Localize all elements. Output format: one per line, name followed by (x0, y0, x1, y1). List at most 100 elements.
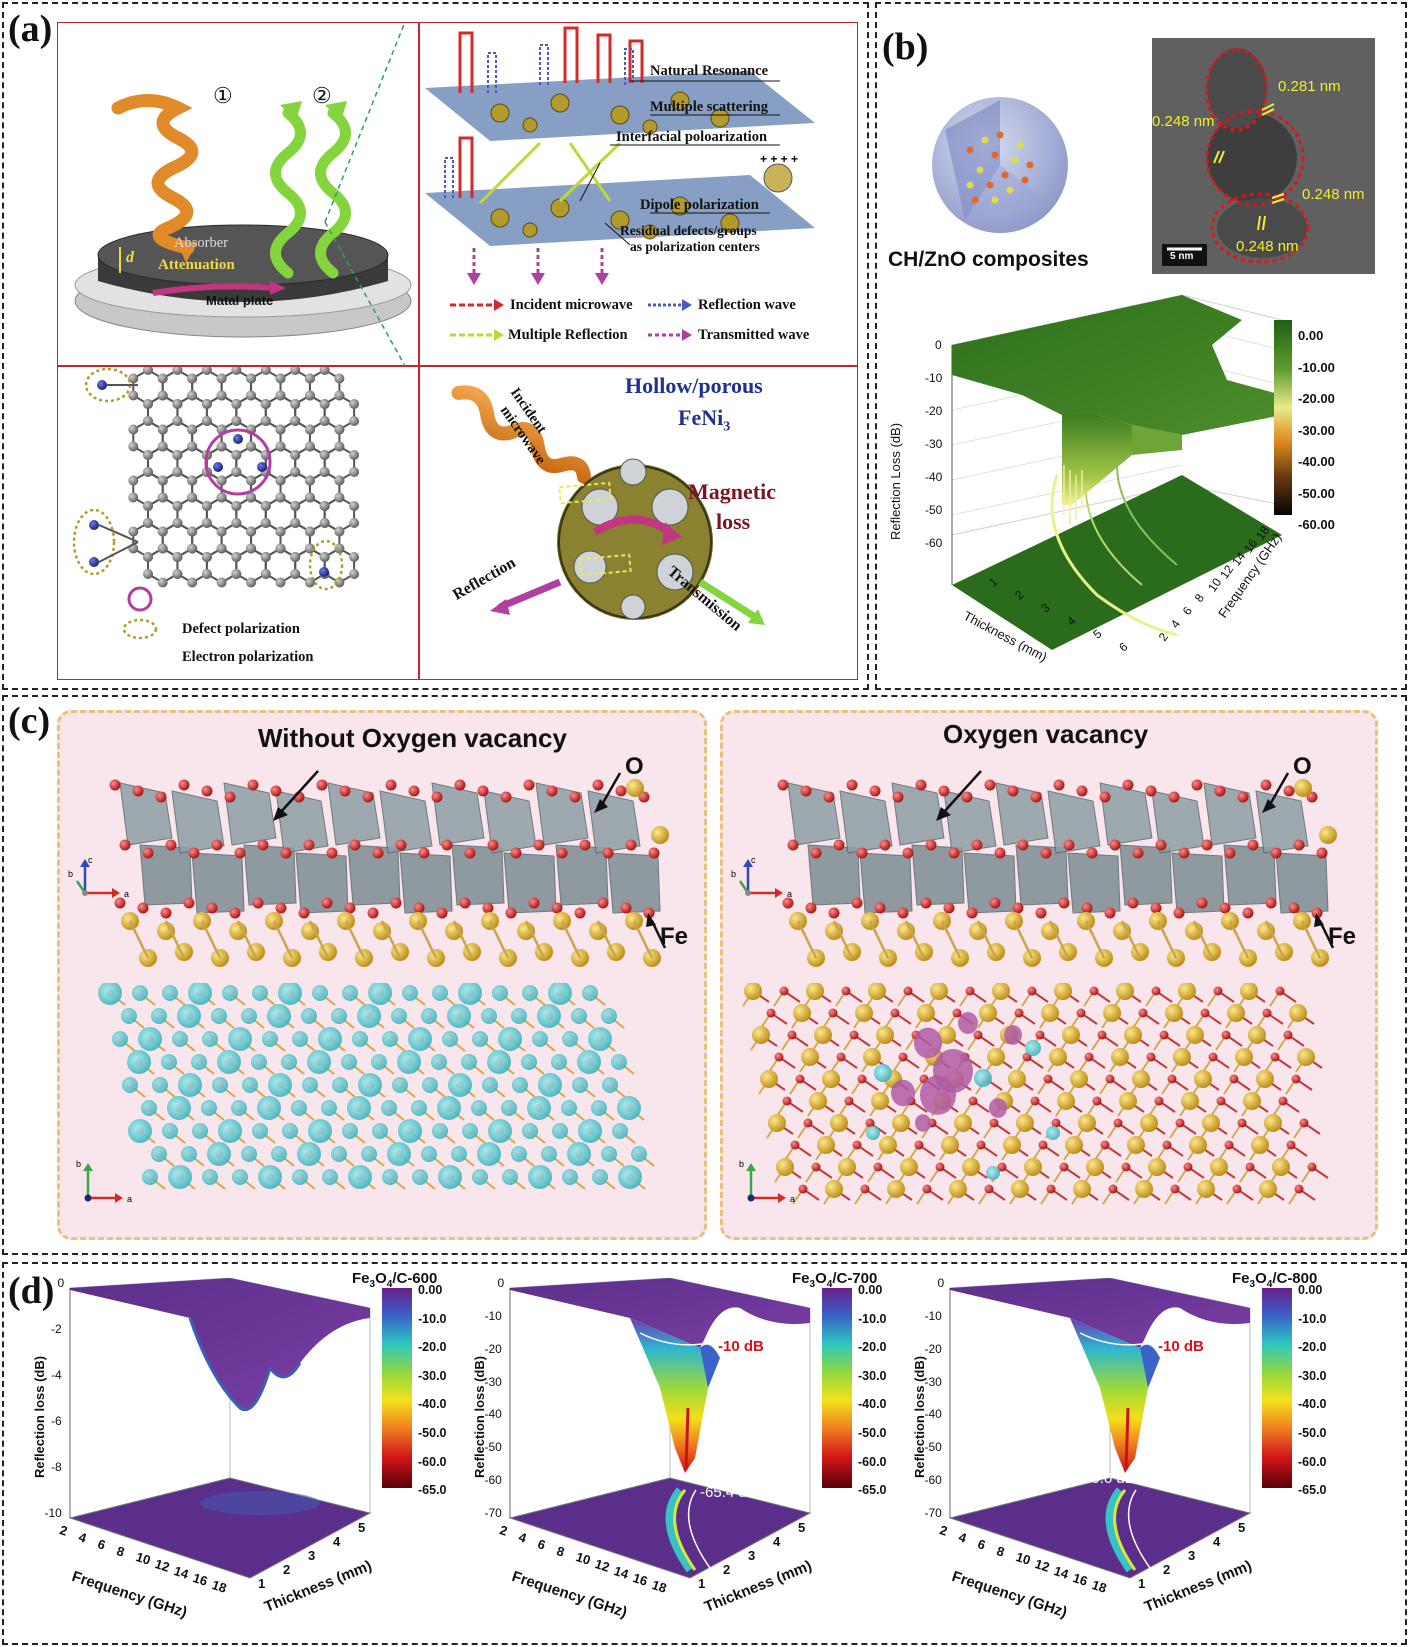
panel-b-frame (875, 2, 1407, 690)
o-label-right: O (1293, 753, 1312, 780)
plot-d-y-tick: 3 (308, 1548, 316, 1563)
panel-d-frame (2, 1262, 1407, 1645)
crystal-right-top: ab (739, 983, 1329, 1205)
plot-b-colorbar-tick: -50.00 (1298, 485, 1335, 501)
plot-d-colorbar-tick: 0.00 (858, 1283, 883, 1297)
plot-b-colorbar-tick: -40.00 (1298, 454, 1335, 469)
polarization-centers-label: as polarization centers (630, 239, 760, 254)
plot-d-y-tick: 4 (1213, 1534, 1221, 1549)
svg-text:b: b (731, 869, 736, 879)
plot-d-title-part: O (375, 1270, 387, 1287)
legend-multiple-reflection: Multiple Reflection (508, 327, 628, 343)
svg-text:a: a (787, 889, 792, 899)
crystal-left-top: ab (76, 983, 655, 1204)
plot-b-z-tick: 0 (935, 338, 942, 352)
plot-d-colorbar-tick: -30.0 (1298, 1368, 1327, 1383)
svg-text:b: b (76, 1159, 81, 1169)
plot-d-z-tick: 0 (57, 1276, 65, 1290)
electron-polarization-label: Electron polarization (182, 649, 314, 665)
plot-d-annotation: -10 dB (718, 1338, 764, 1355)
plot-d-colorbar-tick: -10.0 (1298, 1311, 1327, 1326)
plot-d-title-part: 3 (809, 1279, 816, 1290)
feni-diagram-box: Hollow/porous FeNi3 Incident microwave M… (419, 366, 858, 680)
svg-text:+ + + +: + + + + (760, 152, 798, 166)
residual-defects-label: Residual defects/groups (620, 223, 757, 238)
mechanism-diagram-box: + + + + Natural Resonance Multiple scatt… (419, 22, 858, 366)
plot-b-colorbar-tick: -30.00 (1298, 422, 1335, 438)
tem-spacing-1: 0.281 nm (1278, 78, 1341, 95)
plot-d-min-label: -60.6 dB (1078, 1470, 1135, 1487)
plot-d-title-part: 4 (386, 1279, 393, 1290)
plot-d-title-part: /C-600 (392, 1270, 438, 1287)
plot-d-title-part: O (1255, 1270, 1267, 1287)
thickness-d-label: d (126, 249, 134, 266)
plot-d-colorbar-tick: -40.0 (858, 1397, 887, 1412)
plot-d-colorbar-tick: -20.0 (1298, 1340, 1327, 1355)
svg-text:a: a (124, 889, 129, 899)
feni-title-line1: Hollow/porous (625, 373, 763, 398)
plot-b-z-tick: -20 (925, 404, 943, 418)
mechanism-layers: + + + + (425, 26, 815, 341)
plot-d-z-tick: -4 (51, 1368, 62, 1382)
panel-a-frame (2, 2, 869, 690)
metal-plate-label: Matal plate (206, 293, 274, 308)
zoom-guide-line (324, 22, 406, 366)
tem-spacing-2: 0.248 nm (1152, 113, 1215, 130)
plot-d-z-tick: -20 (484, 1341, 502, 1356)
plot-d-colorbar-tick: 0.00 (418, 1283, 443, 1297)
plot-d-z-tick: -6 (51, 1414, 62, 1428)
plot-d-z-tick: -10 (924, 1308, 942, 1323)
plot-d-title-part: 3 (1249, 1279, 1256, 1290)
legend-transmitted: Transmitted wave (698, 327, 810, 343)
feni-sphere (451, 385, 765, 625)
rl-surface-3 (948, 1278, 1292, 1579)
plot-d-colorbar-tick: -50.0 (858, 1426, 887, 1440)
panel-d-label: (d) (6, 1270, 57, 1312)
ch-zno-sphere (932, 97, 1068, 233)
plot-d-z-tick: -70 (484, 1506, 502, 1520)
rl-3d-plot-d-3: Fe3O4/C-800 0.00 -10.0 -20.0 -30.0 -40.0 -50.0… (910, 1270, 1360, 1640)
plot-d-colorbar-tick: -10.0 (418, 1311, 447, 1326)
interfacial-polarization-label: Interfacial poloarization (616, 129, 768, 145)
plot-d-colorbar-tick: -20.0 (418, 1340, 447, 1355)
plot-d-annotation: -10 dB (1158, 1338, 1204, 1355)
feni-title-line2: FeNi3 (678, 405, 730, 435)
crystal-right-side: a c b (731, 770, 1337, 967)
feni-formula: FeNi (678, 405, 724, 430)
plot-d-z-tick: -50 (484, 1440, 502, 1455)
plot-d-colorbar-tick: -65.0 (1298, 1483, 1327, 1498)
plot-d-y-tick: 1 (258, 1576, 266, 1591)
plot-d-y-tick: 5 (798, 1520, 806, 1535)
rl-surface-1 (68, 1278, 412, 1579)
plot-d-colorbar-tick: -60.0 (858, 1454, 887, 1469)
fe-label-left: Fe (660, 923, 689, 950)
plot-d-title-part: 4 (826, 1279, 833, 1290)
plot-d-y-tick: 4 (773, 1534, 781, 1549)
plot-d-z-tick: -30 (924, 1374, 942, 1389)
plot-d-colorbar-tick: -30.0 (418, 1368, 447, 1383)
plot-d-y-tick: 5 (1238, 1520, 1246, 1535)
tem-graphic (1152, 38, 1375, 274)
plot-d-z-tick: -60 (484, 1473, 502, 1488)
svg-text:c: c (751, 855, 756, 865)
plot-d-z-tick: -10 (484, 1308, 502, 1323)
fe-label-right: Fe (1328, 923, 1357, 950)
plot-b-colorbar-tick: 0.00 (1298, 328, 1324, 343)
plot-d-y-tick: 1 (698, 1576, 706, 1591)
plot-d-y-tick: 2 (1163, 1562, 1171, 1577)
svg-text:b: b (739, 1159, 744, 1169)
defect-polarization-label: Defect polarization (182, 621, 300, 637)
plot-d-y-tick: 2 (283, 1562, 291, 1577)
colorbar-d-1 (382, 1288, 412, 1488)
tem-scale-bar-label: 5 nm (1170, 251, 1194, 262)
plot-d-colorbar-tick: 0.00 (1298, 1283, 1323, 1297)
plot-d-y-tick: 5 (358, 1520, 366, 1535)
svg-text:b: b (68, 869, 73, 879)
plot-d-colorbar-tick: -50.0 (418, 1426, 447, 1440)
oxygen-vacancy-title: Oxygen vacancy (943, 719, 1149, 749)
panel-c-frame (2, 695, 1407, 1255)
plot-b-z-tick: -30 (925, 437, 943, 451)
composite-label: CH/ZnO composites (888, 248, 1089, 271)
graphene-diagram-box: Defect polarization Electron polarizatio… (57, 366, 419, 680)
